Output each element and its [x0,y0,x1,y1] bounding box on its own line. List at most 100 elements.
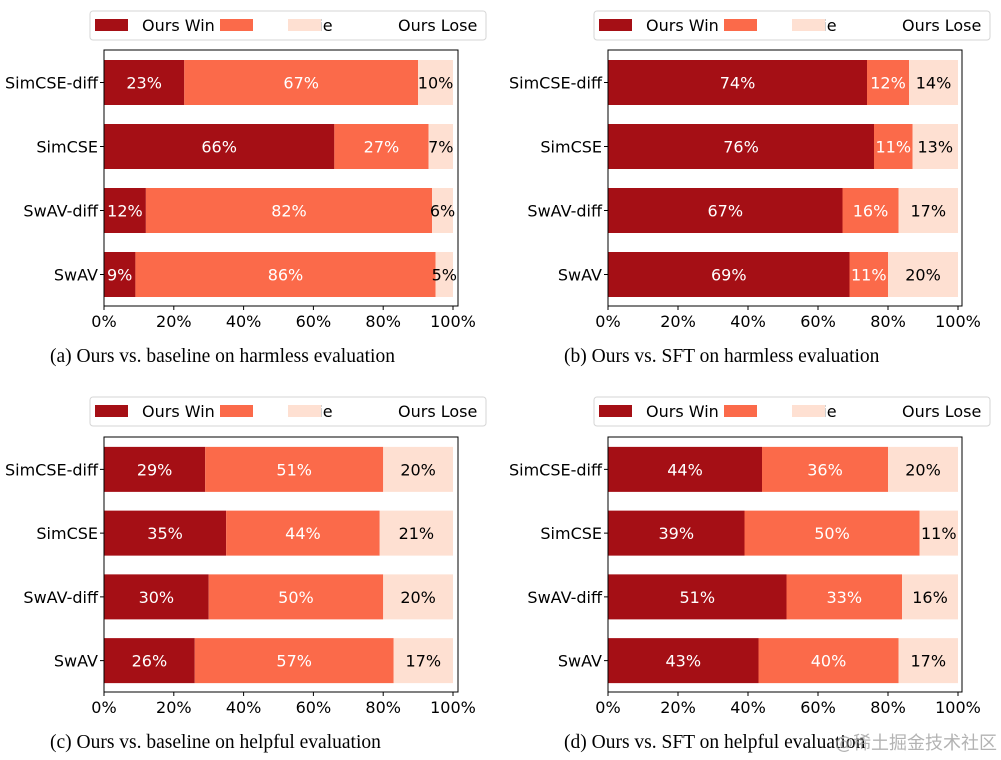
chart-caption: (b) Ours vs. SFT on harmless evaluation [564,346,880,367]
data-label: 17% [406,652,442,671]
y-tick-label: SimCSE-diff [5,460,99,479]
plot-frame [607,436,963,693]
data-label: 5% [432,266,457,285]
data-label: 51% [679,588,715,607]
bar-ours-win [104,574,209,620]
legend-label: Ours Win [142,402,215,421]
bar-ours-win [608,60,867,105]
data-label: 21% [399,524,435,543]
bar-ours-win [104,446,206,492]
bar-ours-lose [912,124,958,169]
data-label: 12% [870,74,906,93]
data-label: 23% [126,74,162,93]
x-tick-label: 80% [870,312,906,331]
data-label: 9% [107,266,132,285]
data-label: 16% [853,202,889,221]
legend-swatch [724,405,757,417]
x-tick-label: 80% [365,312,401,331]
bar-tie [867,60,909,105]
bar-tie [226,510,380,556]
y-tick-label: SwAV-diff [23,588,99,607]
bar-ours-lose [902,574,958,620]
data-label: 27% [364,138,400,157]
bar-tie [842,188,899,233]
data-label: 67% [283,74,319,93]
plot-frame [607,49,963,307]
bar-ours-lose [393,638,453,684]
data-label: 86% [268,266,304,285]
x-tick-label: 60% [296,312,332,331]
bar-ours-lose [888,252,958,297]
y-tick-label: SimCSE-diff [509,74,603,93]
data-label: 7% [428,138,453,157]
x-tick-label: 40% [226,312,262,331]
bar-ours-lose [383,574,453,620]
bar-ours-lose [379,510,453,556]
data-label: 11% [921,524,957,543]
data-label: 20% [400,588,436,607]
data-label: 20% [905,266,941,285]
data-label: 20% [905,460,941,479]
x-tick-label: 60% [296,698,332,717]
data-label: 39% [658,524,694,543]
legend-label: Ours Lose [902,16,981,35]
x-tick-label: 0% [91,312,116,331]
data-label: 10% [418,74,454,93]
x-tick-label: 100% [430,698,476,717]
data-label: 82% [271,202,307,221]
y-tick-label: SwAV [558,266,602,285]
legend-swatch [792,405,825,417]
legend-swatch [599,405,632,417]
x-tick-label: 0% [595,698,620,717]
bar-tie [145,188,433,233]
data-label: 35% [147,524,183,543]
x-tick-label: 40% [730,698,766,717]
data-label: 33% [826,588,862,607]
bar-ours-win [104,124,335,169]
data-label: 12% [107,202,143,221]
legend-label: Ours Lose [902,402,981,421]
bar-ours-win [608,446,762,492]
data-label: 17% [910,652,946,671]
x-tick-label: 0% [595,312,620,331]
data-label: 11% [851,266,887,285]
data-label: 29% [137,460,173,479]
bar-tie [334,124,429,169]
x-tick-label: 40% [730,312,766,331]
bar-tie [786,574,902,620]
chart-caption: (a) Ours vs. baseline on harmless evalua… [50,346,395,367]
bar-ours-win [608,574,787,620]
data-label: 36% [807,460,843,479]
data-label: 50% [814,524,850,543]
y-tick-label: SimCSE-diff [509,460,603,479]
watermark: @稀土掘金技术社区 [835,733,997,754]
data-label: 43% [665,652,701,671]
x-tick-label: 60% [800,312,836,331]
data-label: 74% [720,74,756,93]
bar-tie [205,446,384,492]
bar-ours-lose [418,60,453,105]
data-label: 51% [276,460,312,479]
legend-swatch [220,19,253,31]
bar-ours-win [608,510,745,556]
data-label: 13% [917,138,953,157]
y-tick-label: SwAV-diff [527,588,603,607]
data-label: 17% [910,202,946,221]
bar-tie [758,638,899,684]
data-label: 76% [723,138,759,157]
bar-ours-lose [888,446,958,492]
bar-ours-win [608,188,843,233]
data-label: 69% [711,266,747,285]
bar-ours-win [104,252,136,297]
x-tick-label: 40% [226,698,262,717]
bar-ours-win [104,188,146,233]
x-tick-label: 0% [91,698,116,717]
x-tick-label: 20% [660,312,696,331]
legend-swatch [792,19,825,31]
bar-ours-win [104,638,195,684]
data-label: 6% [430,202,455,221]
y-tick-label: SwAV [558,652,602,671]
bar-ours-lose [428,124,453,169]
x-tick-label: 20% [156,312,192,331]
